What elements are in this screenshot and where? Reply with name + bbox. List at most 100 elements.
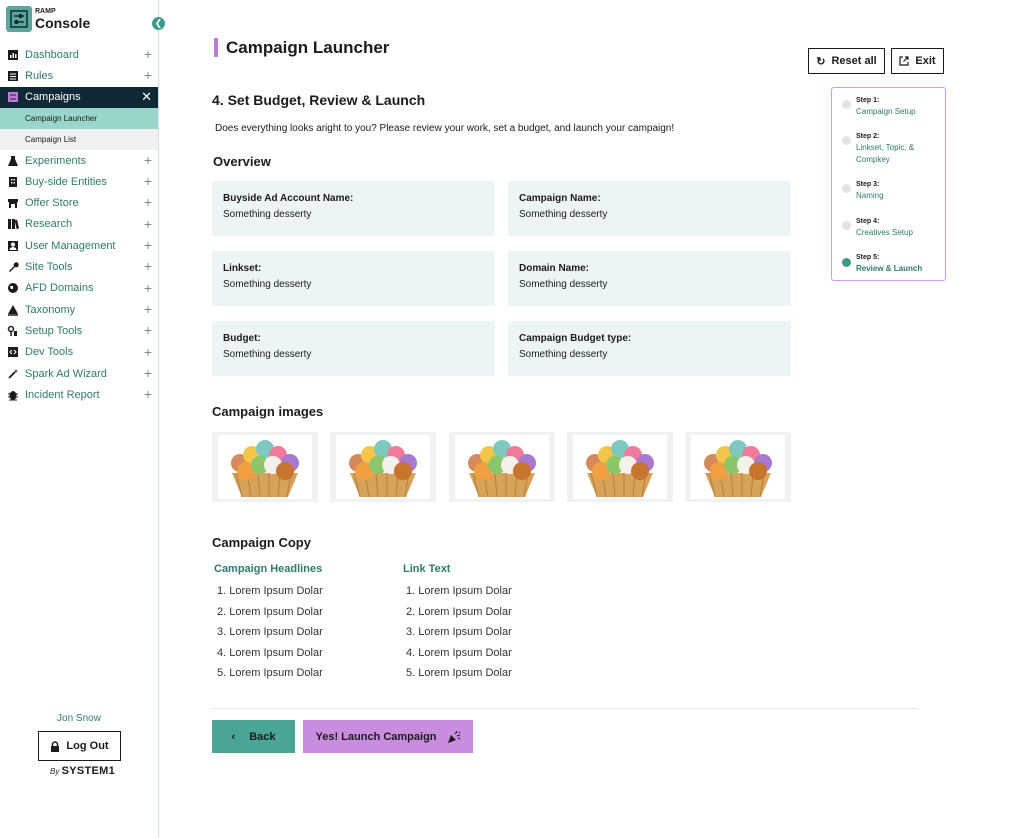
step-1[interactable]: Step 1: Campaign Setup: [842, 97, 942, 118]
sidebar-item-rules[interactable]: Rules +: [0, 65, 158, 86]
sidebar-item-label: Setup Tools: [25, 324, 83, 337]
launch-campaign-button[interactable]: Yes! Launch Campaign: [303, 720, 473, 753]
expand-plus-icon[interactable]: +: [143, 322, 152, 339]
close-icon[interactable]: ✕: [141, 88, 152, 104]
list-item: 5. Lorem Ipsum Dolar: [406, 667, 512, 679]
campaign-image[interactable]: [567, 432, 673, 502]
campaign-image[interactable]: [449, 432, 555, 502]
ice-cream-cones-image: [218, 435, 312, 499]
overview-card: Budget: Something desserty: [212, 321, 495, 376]
sidebar: RAMP Console ❮ Dashboard + Rules + Campaigns…: [0, 0, 165, 838]
sidebar-item-label: Incident Report: [25, 388, 100, 401]
title-accent: [214, 38, 218, 57]
sidebar-item-label: Experiments: [25, 154, 87, 167]
brand[interactable]: RAMP Console: [6, 6, 90, 32]
sidebar-item-research[interactable]: Research +: [0, 214, 158, 235]
campaign-image[interactable]: [212, 432, 318, 502]
sidebar-item-afd-domains[interactable]: AFD Domains +: [0, 278, 158, 299]
sidebar-item-spark-ad-wizard[interactable]: Spark Ad Wizard +: [0, 363, 158, 384]
wrench-icon: [7, 261, 19, 273]
subnav-item[interactable]: Campaign List: [0, 128, 158, 150]
headlines-list: 1. Lorem Ipsum Dolar 2. Lorem Ipsum Dola…: [217, 581, 323, 684]
chevron-left-icon: ‹: [231, 730, 236, 743]
exit-button[interactable]: Exit: [891, 48, 944, 74]
step-dot-icon: [842, 258, 851, 267]
step-number: Step 1:: [856, 97, 880, 104]
sidebar-item-incident-report[interactable]: Incident Report +: [0, 384, 158, 405]
sidebar-item-label: User Management: [25, 239, 116, 252]
expand-plus-icon[interactable]: +: [143, 364, 152, 381]
sidebar-item-user-management[interactable]: User Management +: [0, 235, 158, 256]
sidebar-item-label: Rules: [25, 69, 54, 82]
tools-icon: [7, 325, 19, 337]
overview-heading: Overview: [213, 154, 271, 169]
sidebar-nav: Dashboard + Rules + Campaigns ✕ Campaign Launc…: [0, 44, 158, 405]
sidebar-item-site-tools[interactable]: Site Tools +: [0, 256, 158, 277]
campaign-image[interactable]: [330, 432, 436, 502]
ramp-logo-icon: [6, 6, 32, 32]
step-number: Step 3:: [856, 181, 880, 188]
overview-card: Domain Name: Something desserty: [508, 251, 791, 306]
subnav-item[interactable]: Campaign Launcher: [0, 107, 158, 129]
step-4[interactable]: Step 4: Creatives Setup: [842, 218, 942, 239]
expand-plus-icon[interactable]: +: [143, 67, 152, 84]
wand-icon: [7, 368, 19, 380]
expand-plus-icon[interactable]: +: [143, 386, 152, 403]
ice-cream-cones-image: [455, 435, 549, 499]
page-title: Campaign Launcher: [226, 38, 390, 57]
expand-plus-icon[interactable]: +: [143, 279, 152, 296]
list-item: 3. Lorem Ipsum Dolar: [217, 626, 323, 638]
expand-plus-icon[interactable]: +: [143, 258, 152, 275]
sidebar-item-offer-store[interactable]: Offer Store +: [0, 192, 158, 213]
overview-card: Linkset: Something desserty: [212, 251, 495, 306]
step-title: Linkset, Topic, & Compkey: [856, 143, 915, 164]
expand-plus-icon[interactable]: +: [143, 215, 152, 232]
sidebar-item-label: Campaigns: [25, 91, 81, 104]
card-label: Buyside Ad Account Name:: [223, 193, 354, 204]
launch-label: Yes! Launch Campaign: [315, 730, 437, 743]
ice-cream-cones-image: [573, 435, 667, 499]
logout-button[interactable]: Log Out: [38, 731, 121, 761]
expand-plus-icon[interactable]: +: [143, 300, 152, 317]
step-title: Creatives Setup: [856, 228, 913, 237]
step-2[interactable]: Step 2: Linkset, Topic, & Compkey: [842, 133, 942, 166]
back-button[interactable]: ‹ Back: [212, 720, 295, 753]
sidebar-item-taxonomy[interactable]: Taxonomy +: [0, 299, 158, 320]
sidebar-item-setup-tools[interactable]: Setup Tools +: [0, 320, 158, 341]
card-value: Something desserty: [519, 349, 608, 360]
sidebar-item-label: Taxonomy: [25, 303, 76, 316]
step-dot-icon: [842, 221, 851, 230]
step-dot-icon: [842, 184, 851, 193]
expand-plus-icon[interactable]: +: [143, 173, 152, 190]
divider: [212, 708, 917, 709]
step-3[interactable]: Step 3: Naming: [842, 181, 942, 202]
sidebar-item-dashboard[interactable]: Dashboard +: [0, 44, 158, 65]
step-number: Step 4:: [856, 218, 880, 225]
campaign-image[interactable]: [685, 432, 791, 502]
by-label: By: [50, 767, 60, 776]
sidebar-item-buy-side-entities[interactable]: Buy-side Entities +: [0, 171, 158, 192]
store-icon: [7, 197, 19, 209]
list-item: 1. Lorem Ipsum Dolar: [406, 585, 512, 597]
progress-stepper: Step 1: Campaign Setup Step 2: Linkset, Top…: [831, 87, 946, 281]
sidebar-item-campaigns[interactable]: Campaigns ✕: [0, 86, 158, 108]
card-value: Something desserty: [223, 279, 312, 290]
link-text-heading: Link Text: [403, 563, 451, 575]
brand-name: Console: [35, 15, 91, 31]
list-item: 2. Lorem Ipsum Dolar: [406, 605, 512, 618]
bug-icon: [7, 389, 19, 401]
card-label: Campaign Name:: [519, 193, 601, 204]
expand-plus-icon[interactable]: +: [143, 237, 152, 254]
collapse-sidebar-icon[interactable]: ❮: [152, 17, 165, 30]
sidebar-item-dev-tools[interactable]: Dev Tools +: [0, 342, 158, 363]
expand-plus-icon[interactable]: +: [143, 46, 152, 62]
step-5[interactable]: Step 5: Review & Launch: [842, 254, 942, 275]
sidebar-item-label: Dev Tools: [25, 346, 74, 359]
expand-plus-icon[interactable]: +: [143, 343, 152, 360]
sidebar-item-experiments[interactable]: Experiments +: [0, 150, 158, 171]
card-label: Linkset:: [223, 263, 262, 274]
rules-icon: [7, 70, 19, 82]
reset-all-button[interactable]: ↻ Reset all: [808, 48, 885, 74]
expand-plus-icon[interactable]: +: [143, 194, 152, 211]
expand-plus-icon[interactable]: +: [143, 151, 152, 168]
